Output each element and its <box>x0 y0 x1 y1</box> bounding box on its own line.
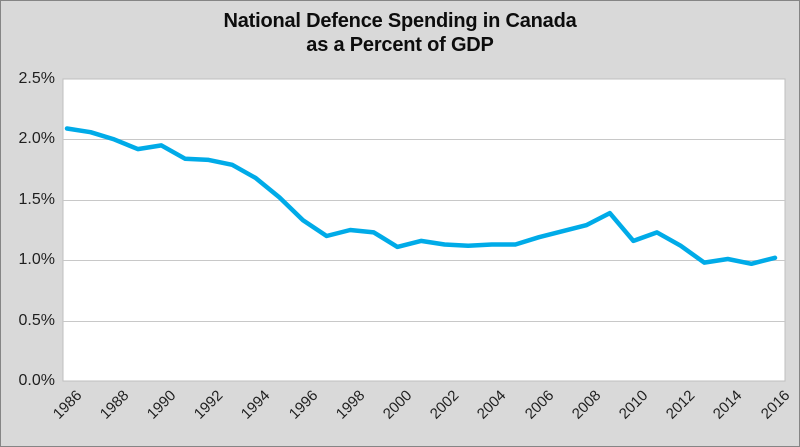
y-axis-tick-label: 0.0% <box>18 372 55 389</box>
y-axis-tick-label: 0.5% <box>18 311 55 329</box>
y-axis-tick-label: 1.5% <box>18 190 55 208</box>
plot-background <box>62 78 786 382</box>
defence-spending-line <box>64 126 778 267</box>
y-axis-tick-label: 1.0% <box>18 251 55 269</box>
chart-title: National Defence Spending in Canada as a… <box>1 9 799 57</box>
gridlines <box>63 139 785 322</box>
chart-title-line1: National Defence Spending in Canada <box>223 10 577 32</box>
y-axis-tick-label: 2.5% <box>18 70 55 87</box>
y-axis-tick-label: 2.0% <box>18 130 55 148</box>
chart-title-line2: as a Percent of GDP <box>306 34 494 56</box>
